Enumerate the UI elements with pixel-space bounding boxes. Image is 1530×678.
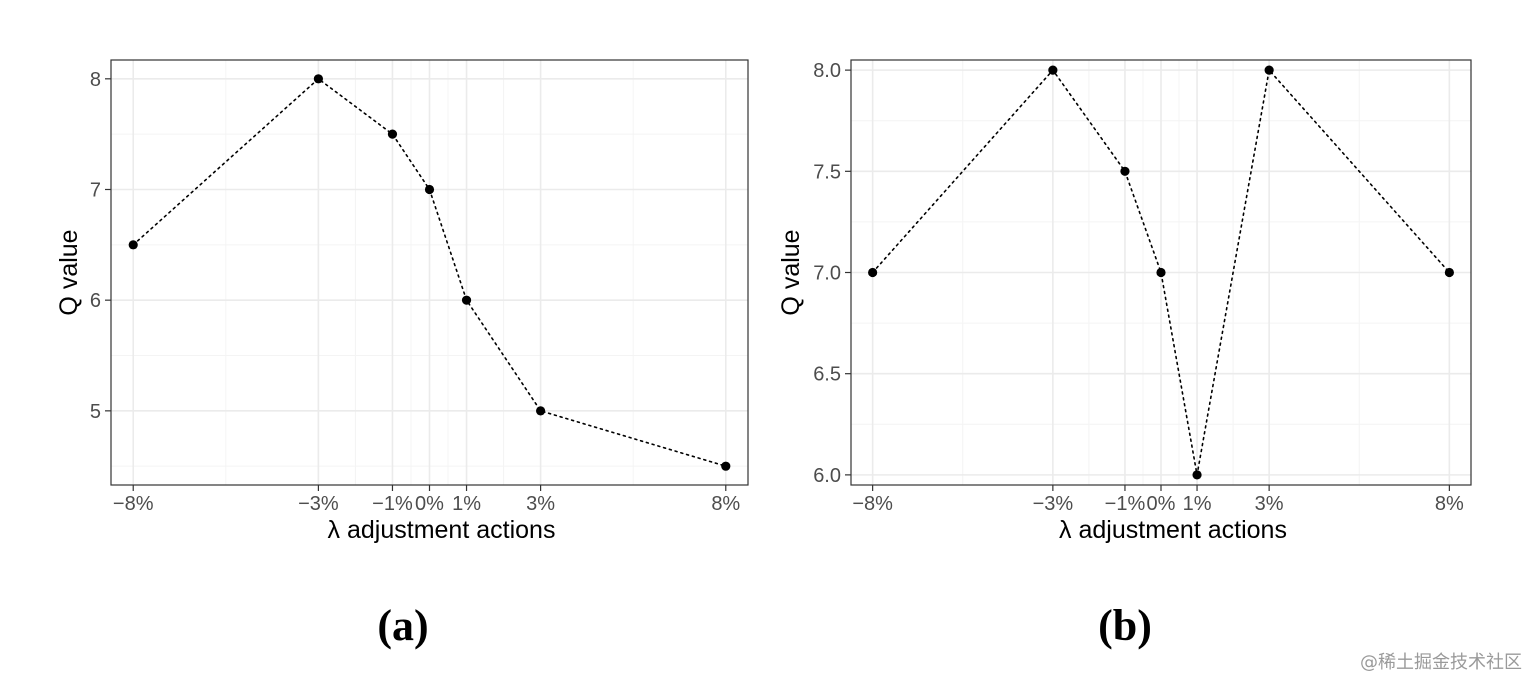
- y-tick-label: 6: [90, 290, 101, 312]
- y-tick-label: 7.0: [813, 263, 841, 285]
- x-tick-label: 1%: [1183, 493, 1212, 515]
- x-tick-label: 3%: [1255, 493, 1284, 515]
- data-point: [1444, 267, 1454, 278]
- x-tick-label: 1%: [452, 493, 481, 515]
- data-point: [424, 184, 435, 195]
- watermark: @稀土掘金技术社区: [1360, 652, 1522, 673]
- chart-panel-a: −8% −3% −1% 0% 1% 3% 8% 5 6 7 8 λ adjustment action…: [55, 59, 749, 650]
- x-axis-title: λ adjustment actions: [328, 516, 556, 544]
- data-point: [1192, 470, 1202, 480]
- data-point: [868, 267, 878, 278]
- x-tick-label: −1%: [1105, 493, 1146, 515]
- data-point: [1156, 267, 1166, 278]
- data-point: [313, 74, 323, 84]
- y-tick-label: 6.0: [813, 465, 841, 487]
- x-tick-label: −3%: [1033, 493, 1074, 515]
- y-axis-title: Q value: [55, 229, 83, 315]
- x-tick-label: 8%: [1435, 493, 1464, 515]
- data-point: [1048, 65, 1058, 75]
- x-tick-label: −8%: [113, 493, 154, 515]
- chart-panel-b: −8% −3% −1% 0% 1% 3% 8% 6.0 6.5 7.0 7.5 8.0 λ adjust…: [777, 59, 1472, 650]
- panel-label: (b): [1098, 601, 1152, 650]
- x-tick-label: 8%: [711, 493, 740, 515]
- y-axis-title: Q value: [777, 229, 805, 315]
- data-point: [128, 240, 138, 250]
- y-tick-label: 6.5: [813, 364, 841, 386]
- y-tick-label: 8.0: [813, 60, 841, 82]
- x-tick-label: −1%: [372, 493, 413, 515]
- x-tick-label: 3%: [526, 493, 555, 515]
- panel-label: (a): [377, 601, 428, 650]
- data-point: [536, 406, 546, 416]
- x-tick-label: −3%: [298, 493, 339, 515]
- x-tick-label: 0%: [1147, 493, 1176, 515]
- data-point: [387, 129, 398, 139]
- x-tick-label: 0%: [415, 493, 444, 515]
- data-point: [1120, 166, 1130, 176]
- data-point: [721, 461, 731, 471]
- y-tick-label: 5: [90, 401, 101, 423]
- data-point: [1264, 65, 1274, 75]
- y-tick-label: 8: [90, 69, 101, 91]
- y-tick-label: 7.5: [813, 161, 841, 183]
- data-point: [461, 295, 472, 305]
- x-tick-label: −8%: [852, 493, 893, 515]
- y-tick-label: 7: [90, 179, 101, 201]
- x-axis-title: λ adjustment actions: [1059, 516, 1287, 544]
